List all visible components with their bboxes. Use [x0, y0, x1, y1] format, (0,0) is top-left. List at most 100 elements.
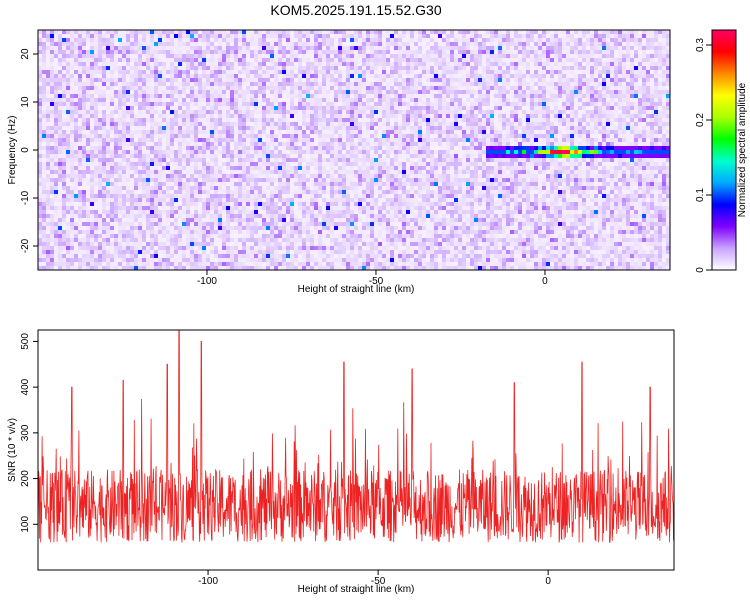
spectrogram-cell	[598, 38, 603, 43]
spectrogram-cell	[442, 102, 447, 107]
spectrogram-cell	[110, 86, 115, 91]
spectrogram-cell	[402, 102, 407, 107]
spectrogram-cell	[246, 62, 251, 67]
spectrogram-cell	[470, 78, 475, 83]
spectrogram-cell	[478, 102, 483, 107]
spectrogram-cell	[594, 126, 599, 131]
spectrogram-cell	[622, 86, 627, 91]
spectrogram-cell	[634, 106, 639, 111]
spectrogram-cell	[482, 54, 487, 59]
spectrogram-cell	[438, 46, 443, 51]
spectrogram-cell	[458, 58, 463, 63]
spectrogram-cell	[570, 62, 575, 67]
spectrogram-cell	[638, 62, 643, 67]
spectrogram-cell	[418, 106, 423, 111]
spectrogram-cell	[386, 90, 391, 95]
spectrogram-cell	[514, 46, 519, 51]
spectrogram-cell	[102, 154, 107, 159]
spectrogram-cell	[470, 134, 475, 139]
spectrogram-cell	[246, 78, 251, 83]
spectrogram-cell	[54, 110, 59, 115]
spectrogram-cell	[134, 90, 139, 95]
spectrogram-cell	[330, 150, 335, 155]
spectrogram-cell	[602, 126, 607, 131]
spectrogram-cell	[190, 78, 195, 83]
spectrogram-cell	[422, 118, 427, 123]
spectrogram-cell	[66, 134, 71, 139]
spectrogram-cell	[486, 34, 491, 39]
spectrogram-cell	[402, 118, 407, 123]
spectrogram-cell	[598, 66, 603, 71]
spectrogram-cell	[594, 62, 599, 67]
spectrogram-cell	[266, 118, 271, 123]
spectrogram-cell	[270, 110, 275, 115]
spectrogram-cell	[454, 126, 459, 131]
spectrogram-cell	[266, 146, 271, 151]
spectrogram-cell	[242, 54, 247, 59]
spectrogram-cell	[546, 142, 551, 147]
spectrogram-cell	[222, 58, 227, 63]
spectrogram-cell	[478, 98, 483, 103]
spectrogram-cell	[234, 82, 239, 87]
spectrogram-cell	[594, 30, 599, 35]
spectrogram-cell	[630, 150, 635, 155]
spectrogram-cell	[270, 58, 275, 63]
spectrogram-cell	[82, 82, 87, 87]
spectrogram-cell	[146, 134, 151, 139]
spectrogram-cell	[442, 126, 447, 131]
spectrogram-cell	[174, 154, 179, 159]
spectrogram-cell	[550, 66, 555, 71]
spectrogram-cell	[242, 154, 247, 159]
spectrogram-cell	[78, 42, 83, 47]
spectrogram-cell	[642, 46, 647, 51]
spectrogram-cell	[586, 110, 591, 115]
spectrogram-cell	[614, 150, 619, 155]
spectrogram-cell	[410, 90, 415, 95]
spectrogram-cell	[86, 150, 91, 155]
spectrogram-cell	[654, 146, 659, 151]
spectrogram-cell	[554, 90, 559, 95]
spectrogram-cell	[166, 102, 171, 107]
spectrogram-cell	[290, 106, 295, 111]
spectrogram-cell	[554, 126, 559, 131]
spectrogram-cell	[106, 66, 111, 71]
spectrogram-cell	[334, 30, 339, 35]
spectrogram-cell	[38, 30, 43, 35]
spectrogram-cell	[598, 74, 603, 79]
spectrogram-cell	[350, 118, 355, 123]
spectrogram-cell	[274, 150, 279, 155]
spectrogram-cell	[450, 34, 455, 39]
spectrogram-cell	[586, 114, 591, 119]
spectrogram-cell	[662, 54, 667, 59]
spectrogram-cell	[58, 102, 63, 107]
spectrogram-cell	[290, 146, 295, 151]
spectrogram-cell	[538, 150, 543, 155]
spectrogram-cell	[422, 82, 427, 87]
spectrogram-cell	[342, 142, 347, 147]
spectrogram-cell	[654, 102, 659, 107]
spectrogram-cell	[446, 74, 451, 79]
spectrogram-cell	[606, 74, 611, 79]
spectrogram-cell	[162, 38, 167, 43]
spectrogram-cell	[474, 102, 479, 107]
spectrogram-cell	[458, 122, 463, 127]
spectrogram-cell	[454, 90, 459, 95]
spectrogram-cell	[658, 30, 663, 35]
spectrogram-cell	[490, 50, 495, 55]
spectrogram-cell	[54, 54, 59, 59]
spectrogram-cell	[294, 146, 299, 151]
spectrogram-cell	[210, 126, 215, 131]
spectrogram-cell	[534, 78, 539, 83]
spectrogram-cell	[598, 86, 603, 91]
spectrogram-cell	[418, 118, 423, 123]
spectrogram-cell	[206, 150, 211, 155]
spectrogram-cell	[354, 54, 359, 59]
spectrogram-cell	[434, 134, 439, 139]
spectrogram-cell	[42, 46, 47, 51]
spectrogram-cell	[146, 90, 151, 95]
spectrogram-cell	[146, 146, 151, 151]
spectrogram-cell	[110, 106, 115, 111]
spectrogram-cell	[294, 38, 299, 43]
spectrogram-cell	[134, 138, 139, 143]
spectrogram-cell	[50, 54, 55, 59]
